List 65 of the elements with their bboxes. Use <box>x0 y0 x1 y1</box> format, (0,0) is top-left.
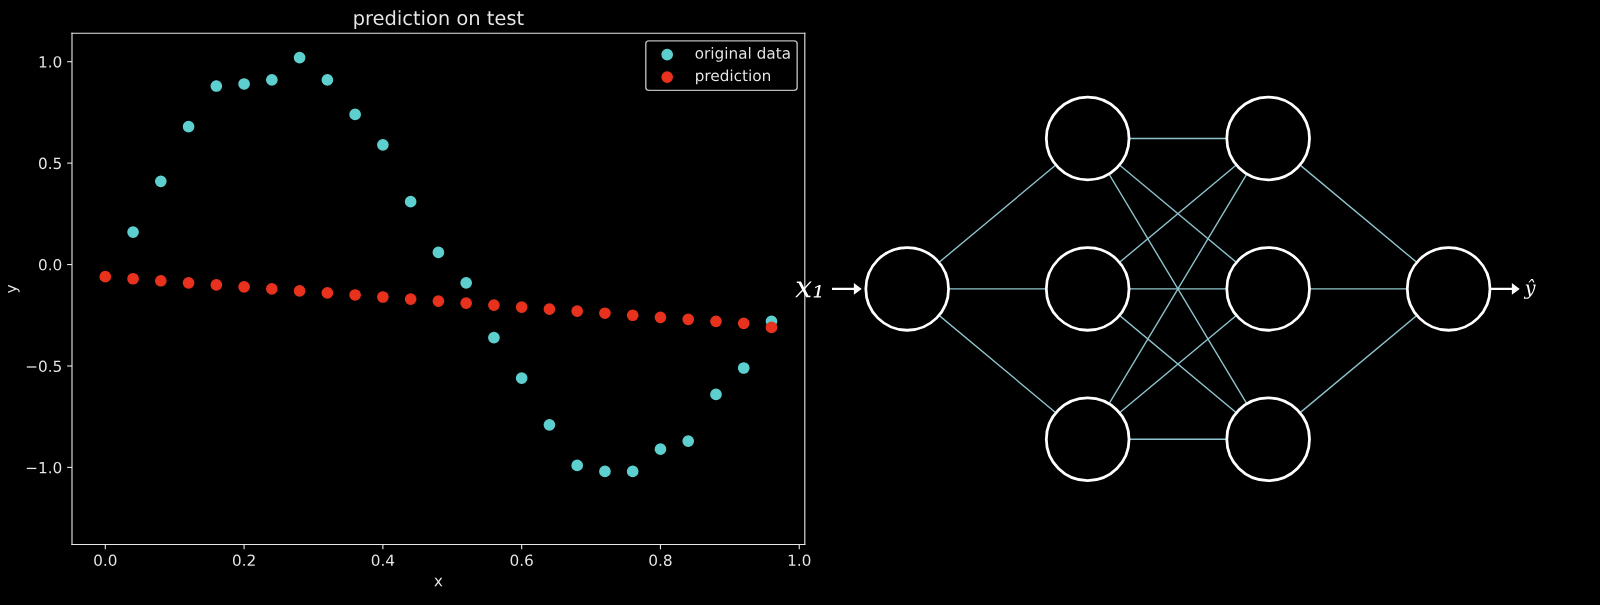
y-axis-title: y <box>8 284 20 293</box>
point <box>737 362 750 374</box>
y-tick-label: −1.0 <box>26 461 62 474</box>
point <box>460 276 473 289</box>
point <box>127 226 139 238</box>
point <box>543 303 556 316</box>
point <box>432 295 445 307</box>
x-axis-title: x <box>434 577 443 587</box>
point <box>682 435 695 447</box>
point <box>404 293 417 305</box>
point <box>210 278 223 291</box>
x-tick-label: 0.6 <box>510 554 533 567</box>
x-tick-label: 1.0 <box>788 554 811 567</box>
point <box>599 465 611 478</box>
point <box>293 285 306 297</box>
point <box>321 287 334 299</box>
point <box>626 309 639 322</box>
point <box>154 274 167 287</box>
point <box>682 313 695 326</box>
x-tick-label: 0.8 <box>649 554 672 567</box>
chart-title: prediction on test <box>354 10 524 29</box>
point <box>404 195 417 208</box>
point <box>127 272 139 285</box>
point <box>543 418 556 431</box>
point <box>515 301 528 313</box>
point <box>654 311 667 324</box>
point <box>377 139 389 151</box>
point <box>293 51 306 64</box>
point <box>710 315 722 328</box>
point <box>238 281 250 293</box>
x-tick-label: 0.2 <box>232 554 255 567</box>
y-tick-label: 0.5 <box>38 157 61 170</box>
y-tick-label: −0.5 <box>26 360 61 372</box>
point <box>210 80 223 92</box>
y-tick-label: 0.0 <box>38 259 62 271</box>
point <box>266 74 278 86</box>
point <box>571 305 584 318</box>
x-tick-label: 0.4 <box>371 554 395 567</box>
point <box>599 307 611 320</box>
point <box>488 299 500 311</box>
point <box>266 283 278 295</box>
legend-label: original data <box>695 47 790 62</box>
point <box>349 108 361 121</box>
point <box>626 465 639 478</box>
point <box>765 321 778 334</box>
point <box>321 74 334 86</box>
point <box>571 459 584 472</box>
point <box>515 372 528 384</box>
y-tick-label: 1.0 <box>39 56 62 68</box>
legend-label: prediction <box>696 69 771 85</box>
x-tick-label: 0.0 <box>94 554 117 567</box>
text: ŷ <box>1523 278 1536 299</box>
point <box>349 289 361 301</box>
point <box>182 120 195 133</box>
point <box>182 276 195 289</box>
point <box>654 443 667 455</box>
point <box>99 270 112 283</box>
point <box>377 291 389 303</box>
point <box>154 175 167 188</box>
point <box>238 78 250 90</box>
point <box>488 331 500 344</box>
point <box>460 297 473 309</box>
point <box>432 246 445 259</box>
point <box>710 388 722 401</box>
point <box>737 317 750 330</box>
